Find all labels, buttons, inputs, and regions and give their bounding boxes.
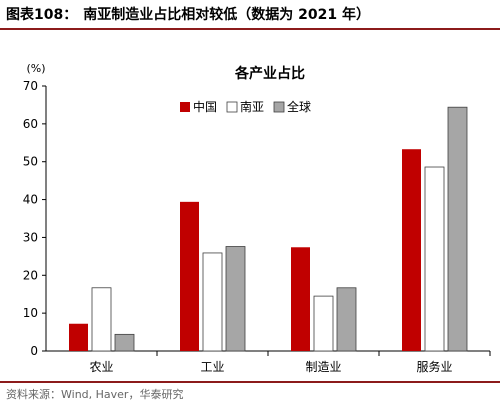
bar-south-asia (202, 252, 223, 352)
y-tick-label: 30 (23, 230, 38, 244)
bar-south-asia (313, 295, 334, 352)
figure-number: 图表108： (6, 7, 78, 23)
y-tick-label: 0 (30, 344, 38, 358)
legend-label-china: 中国 (193, 99, 217, 114)
bar-china (180, 201, 199, 351)
x-tick-label: 农业 (89, 360, 113, 374)
bar-china (69, 323, 88, 351)
bar-global (114, 333, 135, 352)
figure-title: 图表108： 南亚制造业占比相对较低（数据为 2021 年） (6, 4, 494, 24)
bar-global (447, 106, 468, 352)
bar-global (225, 246, 246, 352)
bar-south-asia (91, 287, 112, 352)
title-rule (0, 28, 500, 30)
bar-china (291, 247, 310, 351)
figure-title-text: 南亚制造业占比相对较低（数据为 2021 年） (83, 7, 370, 23)
y-tick-label: 40 (23, 193, 38, 207)
bar-chart: 各产业占比 (%) 0 10 20 30 40 50 60 70 农业 工业 制造业 服务业 中国 南亚 全球 (23, 62, 491, 374)
source-rule (0, 381, 500, 383)
x-tick-label: 工业 (200, 360, 224, 374)
y-tick-label: 10 (23, 306, 38, 320)
x-tick-label: 服务业 (416, 359, 452, 374)
legend-label-south-asia: 南亚 (240, 99, 264, 114)
legend-swatch-south-asia (226, 101, 238, 113)
legend-swatch-global (273, 101, 285, 113)
bar-global (336, 287, 357, 352)
chart-title: 各产业占比 (234, 65, 305, 82)
y-axis-unit: (%) (26, 62, 45, 75)
source-note: 资料来源：Wind, Haver，华泰研究 (6, 388, 184, 401)
x-tick-label: 制造业 (305, 360, 341, 374)
legend-label-global: 全球 (287, 99, 311, 114)
y-tick-label: 50 (23, 155, 38, 169)
y-tick-label: 70 (23, 79, 38, 93)
bar-china (402, 149, 421, 351)
legend-swatch-china (180, 102, 190, 112)
bar-south-asia (424, 166, 445, 352)
y-tick-label: 60 (23, 117, 38, 131)
y-tick-label: 20 (23, 268, 38, 282)
